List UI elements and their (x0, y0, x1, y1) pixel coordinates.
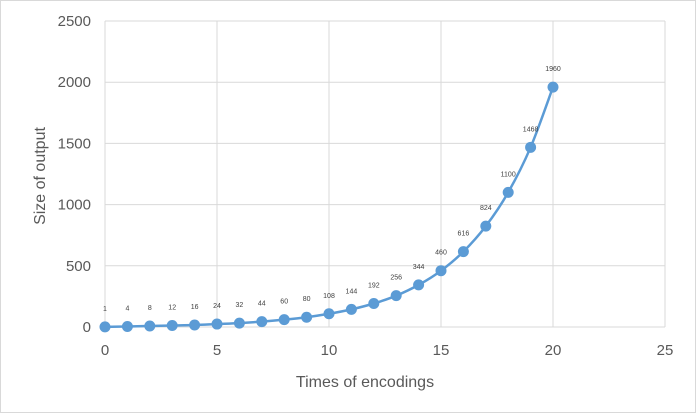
data-point (121, 321, 133, 333)
x-tick-label: 20 (545, 342, 562, 359)
x-tick-labels: 0 5 10 15 20 25 (101, 342, 674, 359)
data-label: 108 (323, 293, 335, 300)
x-tick-label: 0 (101, 342, 109, 359)
y-tick-labels: 0 500 1000 1500 2000 2500 (58, 13, 91, 336)
data-label: 60 (280, 299, 288, 306)
y-axis-title: Size of output (32, 127, 49, 225)
data-points (99, 81, 559, 333)
data-label: 32 (236, 302, 244, 309)
data-point (144, 320, 156, 332)
data-label: 824 (480, 205, 492, 212)
data-point (502, 186, 514, 198)
data-point (278, 314, 290, 326)
data-point (99, 321, 111, 333)
data-label: 12 (168, 305, 176, 312)
data-point (435, 265, 447, 277)
y-tick-label: 2000 (58, 74, 91, 91)
x-tick-label: 5 (213, 342, 221, 359)
data-label: 460 (435, 250, 447, 257)
data-point (525, 141, 537, 153)
data-label: 8 (148, 305, 152, 312)
data-point (301, 311, 313, 323)
x-axis-title: Times of encodings (296, 374, 434, 391)
x-tick-label: 25 (657, 342, 674, 359)
gridlines (104, 20, 666, 328)
data-point (345, 303, 357, 315)
y-tick-label: 500 (66, 258, 91, 275)
data-label: 44 (258, 301, 266, 308)
data-label: 344 (413, 264, 425, 271)
data-label: 1960 (545, 66, 561, 73)
data-label: 1468 (523, 126, 539, 133)
data-point (189, 319, 201, 331)
data-label: 144 (346, 288, 358, 295)
data-label: 80 (303, 296, 311, 303)
data-point (457, 246, 469, 258)
data-labels: 1 4 8 12 16 24 32 44 60 80 108 144 192 256 344 460 616 82… (103, 66, 561, 313)
data-label: 1 (103, 306, 107, 313)
data-label: 4 (125, 306, 129, 313)
data-point (413, 279, 425, 291)
data-label: 16 (191, 304, 199, 311)
data-point (368, 297, 380, 309)
x-tick-label: 15 (433, 342, 450, 359)
x-tick-label: 10 (321, 342, 338, 359)
data-point (211, 318, 223, 330)
data-point (547, 81, 559, 93)
data-point (166, 320, 178, 332)
data-point (480, 220, 492, 232)
y-tick-label: 1000 (58, 197, 91, 214)
data-point (233, 317, 245, 329)
data-label: 1100 (501, 171, 516, 178)
data-point (390, 290, 402, 302)
data-point (323, 308, 335, 320)
data-label: 616 (458, 231, 470, 238)
data-label: 24 (213, 303, 221, 310)
y-tick-label: 2500 (58, 13, 91, 30)
data-label: 192 (368, 282, 380, 289)
data-label: 256 (390, 275, 402, 282)
y-tick-label: 1500 (58, 135, 91, 152)
y-tick-label: 0 (83, 319, 91, 336)
data-point (256, 316, 268, 328)
